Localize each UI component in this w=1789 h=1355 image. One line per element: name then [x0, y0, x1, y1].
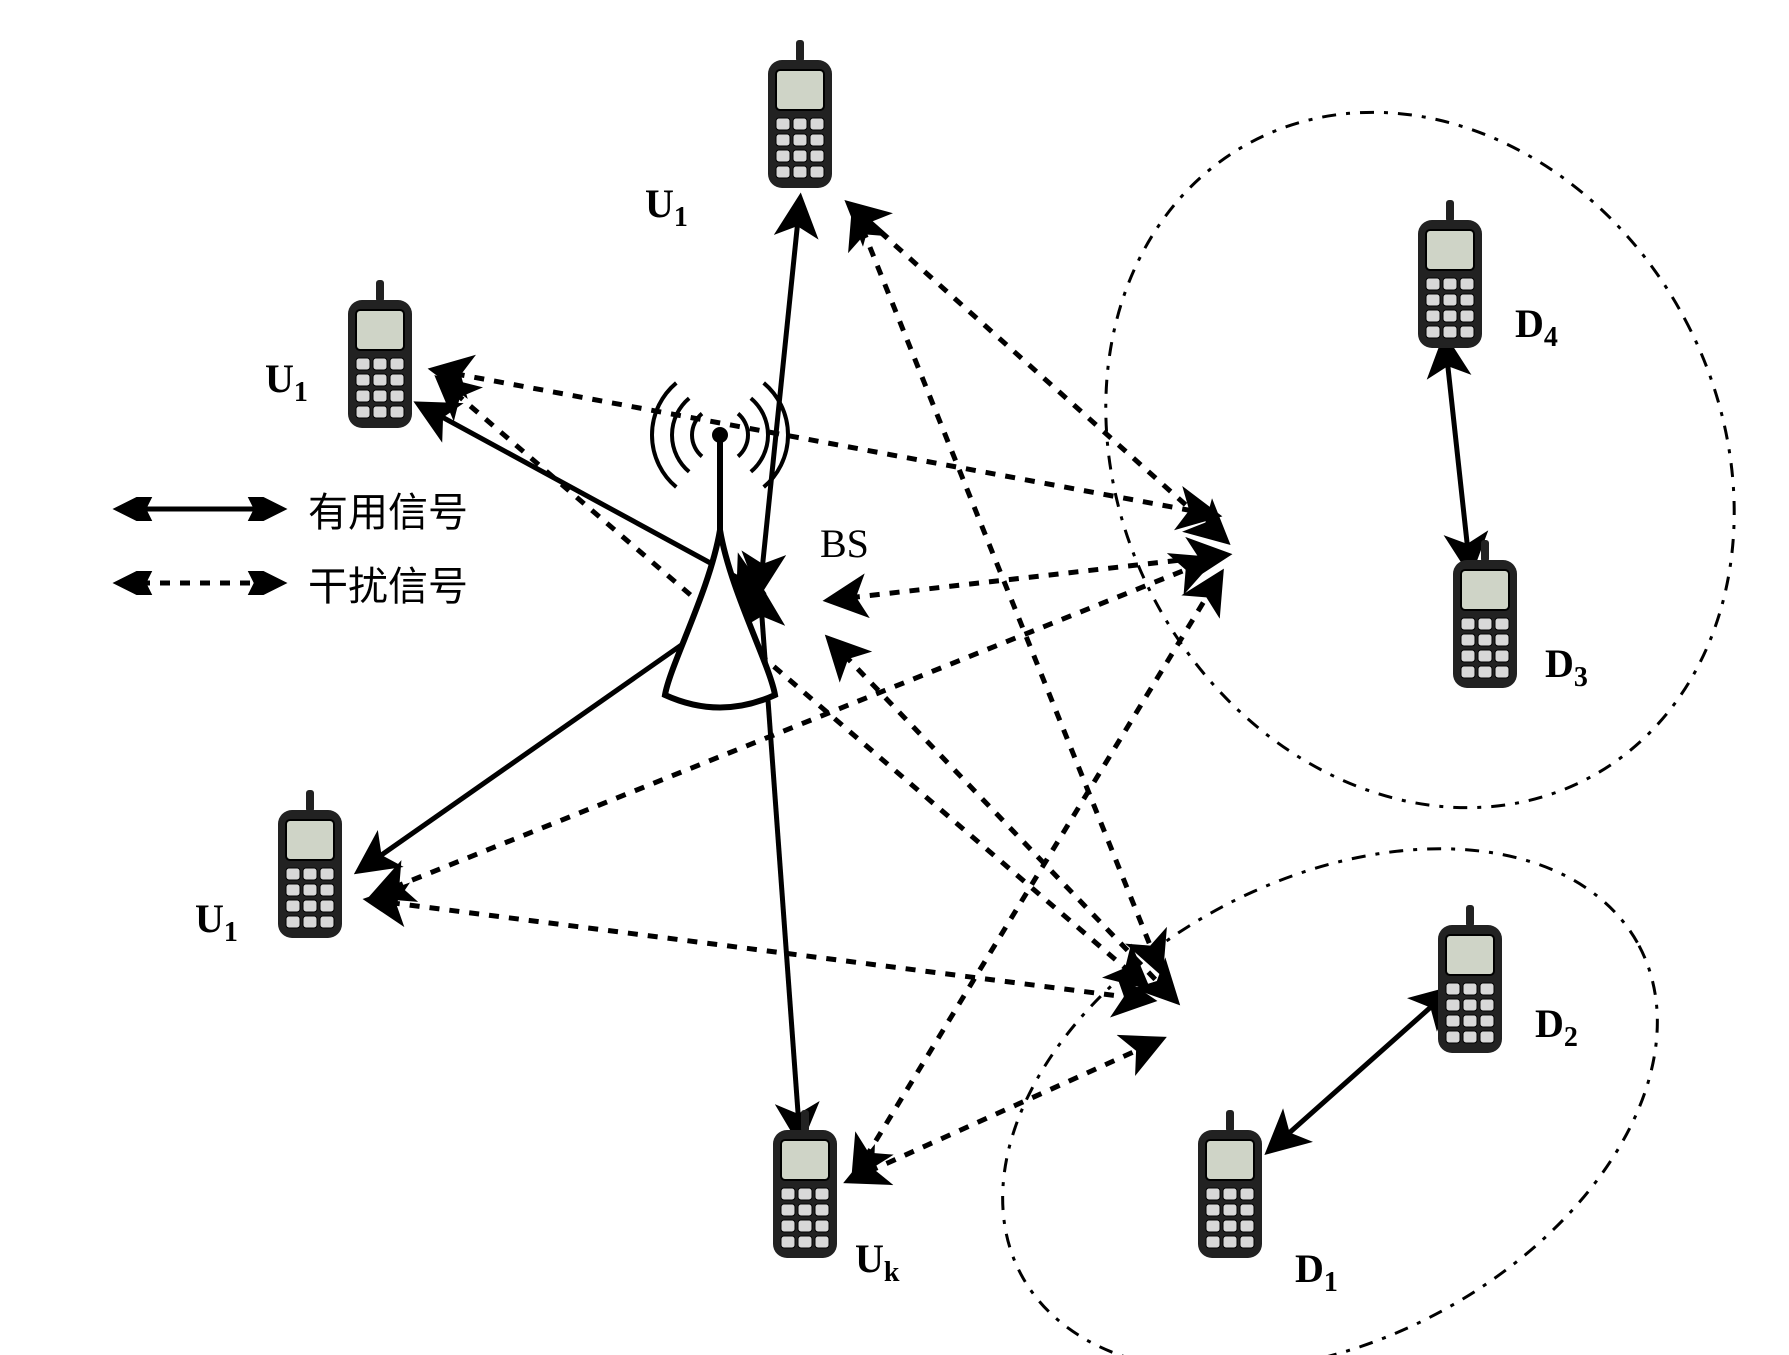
legend-interference-row: 干扰信号 — [110, 554, 468, 612]
phone-d3 — [1445, 540, 1525, 690]
label-uk: Uk — [855, 1235, 899, 1289]
interference-link — [855, 575, 1220, 1175]
label-d4: D4 — [1515, 300, 1558, 354]
interference-link — [830, 640, 1175, 1000]
legend-useful-row: 有用信号 — [110, 480, 468, 538]
clusters — [913, 1, 1789, 1355]
useful-link — [760, 590, 800, 1140]
interference-link — [370, 900, 1150, 1000]
useful-link — [1445, 340, 1470, 570]
label-u1a: U1 — [645, 180, 688, 234]
cluster-ellipse — [986, 1, 1789, 918]
useful-link — [1270, 990, 1450, 1150]
interference-link — [440, 380, 1145, 985]
phone-uk — [765, 1110, 845, 1260]
interference-link — [850, 1040, 1160, 1180]
legend-interference-line — [110, 571, 290, 595]
phone-u1b — [340, 280, 420, 430]
interference-link — [855, 210, 1160, 970]
interference-link — [375, 560, 1210, 895]
phone-u1a — [760, 40, 840, 190]
interference-link — [435, 370, 1215, 515]
phone-d1 — [1190, 1110, 1270, 1260]
interference-link — [830, 555, 1225, 600]
base-station — [652, 383, 788, 708]
phone-u1c — [270, 790, 350, 940]
useful-link — [420, 405, 760, 590]
interference-link — [850, 205, 1225, 540]
useful-link — [760, 200, 800, 590]
label-d2: D2 — [1535, 1000, 1578, 1054]
label-d3: D3 — [1545, 640, 1588, 694]
edges — [360, 200, 1470, 1180]
phone-d2 — [1430, 905, 1510, 1055]
useful-link — [360, 590, 760, 870]
legend: 有用信号 干扰信号 — [110, 480, 468, 628]
label-u1c: U1 — [195, 895, 238, 949]
phone-d4 — [1410, 200, 1490, 350]
legend-interference-label: 干扰信号 — [308, 554, 468, 612]
diagram-canvas: U1 U1 — [0, 0, 1789, 1355]
label-u1b: U1 — [265, 355, 308, 409]
legend-useful-label: 有用信号 — [308, 480, 468, 538]
bs-label: BS — [820, 520, 869, 567]
legend-useful-line — [110, 497, 290, 521]
label-d1: D1 — [1295, 1245, 1338, 1299]
